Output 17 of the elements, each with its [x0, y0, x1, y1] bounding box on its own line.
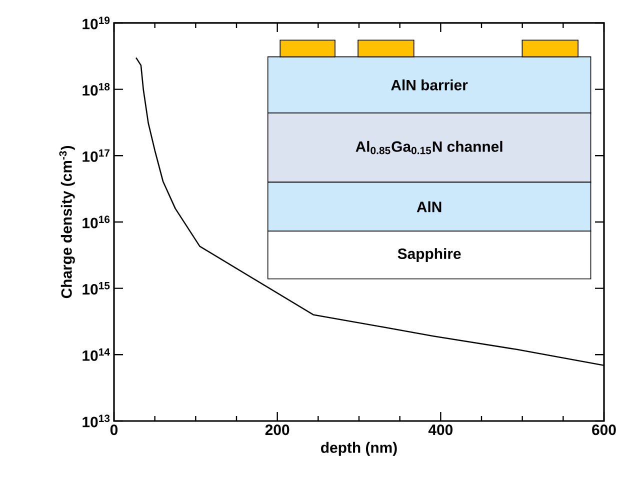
y-tick-label: 10$^{17}$	[82, 149, 110, 162]
annotation: Al$_{0.85}$Ga$_{0.15}$N channel	[356, 140, 502, 154]
x-tick-label: 200	[265, 424, 290, 436]
y-axis-title: Charge density (cm$^{-3}$)	[59, 146, 75, 298]
y-tick-label: 10$^{13}$	[82, 414, 110, 428]
y-tick-label: 10$^{19}$	[82, 16, 110, 30]
annotation: Sapphire	[398, 248, 461, 262]
x-tick-label: 600	[592, 424, 616, 436]
y-tick-label: 10$^{14}$	[82, 348, 110, 361]
annotation: AlN barrier	[391, 79, 468, 90]
x-tick-label: 0	[110, 424, 118, 436]
y-tick-label: 10$^{15}$	[82, 282, 110, 295]
x-axis-title: depth (nm)	[321, 442, 397, 456]
y-tick-label: 10$^{16}$	[82, 216, 110, 228]
y-tick-label: 10$^{18}$	[82, 82, 110, 96]
x-tick-label: 400	[428, 424, 453, 436]
annotation: AlN	[416, 201, 442, 212]
